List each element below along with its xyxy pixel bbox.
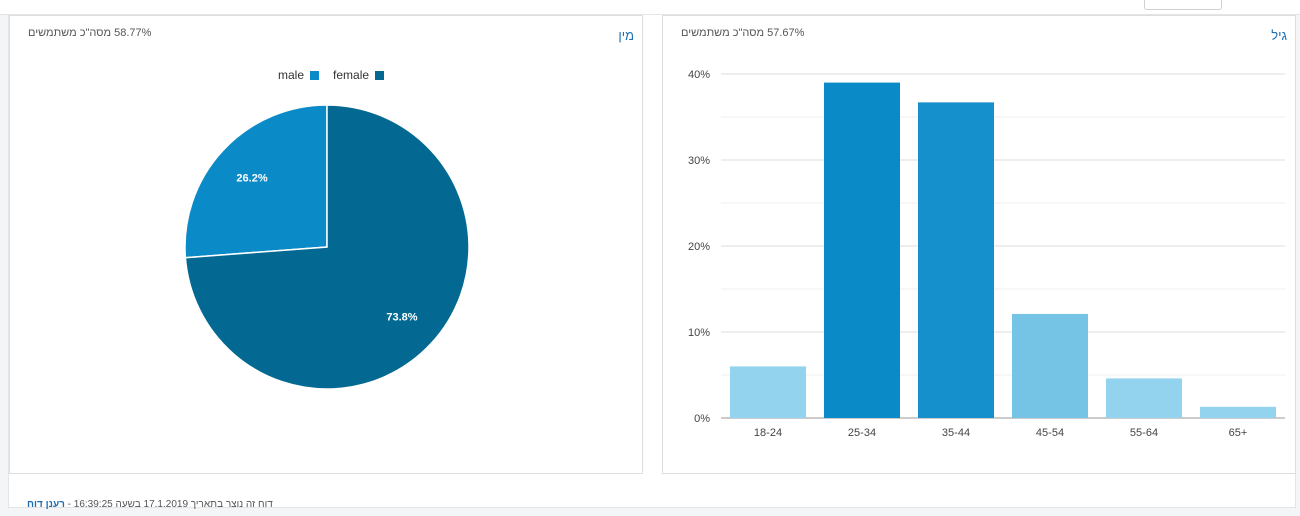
age-bar-chart: 0% 10% 20% 30% 40% 18-24 25-34 35-44 45-54 55-64 6… — [688, 69, 1285, 439]
report-wrapper: 58.77% מסה"כ משתמשים מין male female 26.… — [8, 14, 1296, 510]
legend-item-male[interactable]: male — [278, 68, 320, 82]
bar-18-24[interactable] — [730, 366, 806, 418]
top-strip — [0, 0, 1300, 15]
pie-label-male: 26.2% — [236, 172, 267, 184]
x-tick-label: 65+ — [1229, 427, 1248, 439]
bar-45-54[interactable] — [1012, 313, 1088, 418]
pie-slice-female[interactable] — [184, 104, 470, 390]
x-tick-label: 35-44 — [942, 427, 970, 439]
pie-label-female: 73.8% — [386, 312, 417, 324]
x-tick-label: 55-64 — [1130, 427, 1158, 439]
pie-slice-male[interactable] — [184, 104, 328, 259]
y-tick-label: 0% — [694, 413, 710, 425]
gender-metric: 58.77% מסה"כ משתמשים — [28, 27, 152, 39]
age-panel: 57.67% מסה"כ משתמשים גיל 0% 10% 20% 30% 40% 1… — [662, 15, 1296, 474]
x-tick-label: 18-24 — [754, 427, 782, 439]
y-tick-label: 40% — [688, 69, 710, 81]
y-tick-label: 20% — [688, 241, 710, 253]
y-tick-label: 30% — [688, 155, 710, 167]
bar-35-44[interactable] — [918, 102, 994, 418]
legend-label-male: male — [278, 68, 305, 82]
legend-swatch-male — [310, 70, 320, 80]
x-tick-label: 45-54 — [1036, 427, 1064, 439]
gender-title[interactable]: מין — [618, 28, 634, 43]
bar-65+[interactable] — [1200, 406, 1276, 418]
x-tick-label: 25-34 — [848, 427, 876, 439]
footer-text: דוח זה נוצר בתאריך 17.1.2019 בשעה 16:39:… — [64, 499, 273, 510]
age-title[interactable]: גיל — [1271, 28, 1287, 43]
gender-panel: 58.77% מסה"כ משתמשים מין male female 26.… — [9, 15, 643, 474]
legend-swatch-female — [375, 70, 385, 80]
bar-55-64[interactable] — [1106, 378, 1182, 418]
legend-item-female[interactable]: female — [333, 68, 385, 82]
legend-label-female: female — [333, 68, 370, 82]
y-tick-label: 10% — [688, 327, 710, 339]
top-button[interactable] — [1144, 0, 1222, 10]
bar-25-34[interactable] — [824, 82, 900, 418]
refresh-report-link[interactable]: רענן דוח — [27, 499, 65, 510]
age-metric: 57.67% מסה"כ משתמשים — [681, 27, 805, 39]
gender-legend: male female — [278, 68, 385, 82]
gender-pie-chart: 26.2% 73.8% — [184, 104, 470, 390]
report-footer: דוח זה נוצר בתאריך 17.1.2019 בשעה 16:39:… — [27, 499, 273, 510]
